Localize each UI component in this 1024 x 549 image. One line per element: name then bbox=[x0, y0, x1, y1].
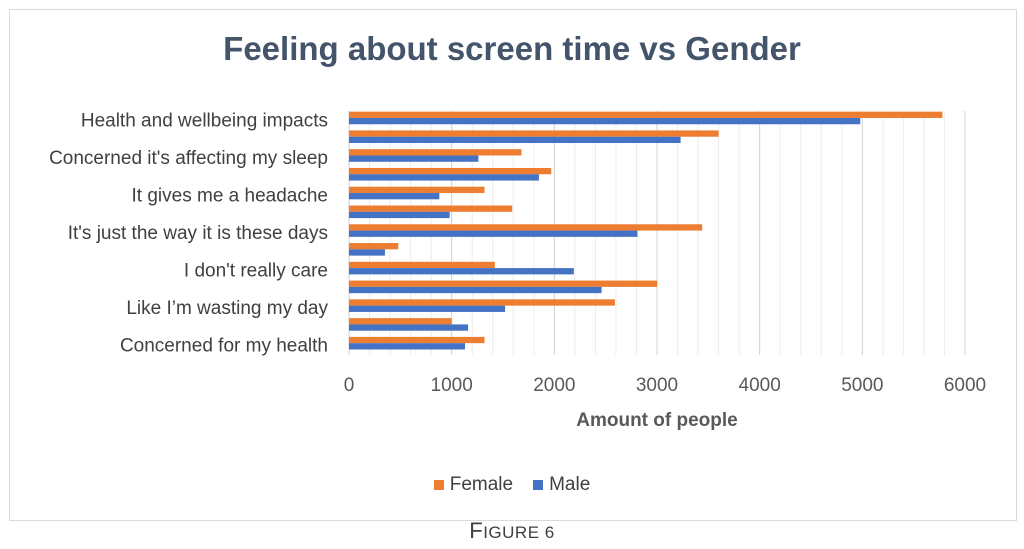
legend: Female Male bbox=[0, 474, 1024, 496]
bar-female bbox=[349, 149, 522, 156]
bar-female bbox=[349, 186, 485, 194]
bar-female bbox=[349, 205, 513, 212]
bar-male bbox=[349, 343, 466, 350]
bar-female bbox=[349, 167, 552, 175]
legend-label: Female bbox=[449, 474, 514, 495]
x-tick-label: 4000 bbox=[739, 375, 781, 396]
bar-male bbox=[349, 324, 469, 331]
x-tick-label: 2000 bbox=[533, 375, 575, 396]
legend-label: Male bbox=[549, 474, 591, 495]
bar-female bbox=[349, 336, 485, 344]
legend-item-male: Male bbox=[533, 474, 590, 496]
x-tick-label: 1000 bbox=[431, 375, 473, 396]
bars bbox=[349, 111, 943, 350]
bar-male bbox=[349, 155, 479, 162]
x-tick-labels: 0 1000 2000 3000 4000 5000 6000 bbox=[344, 375, 986, 396]
legend-swatch bbox=[533, 480, 544, 490]
bar-male bbox=[349, 211, 450, 219]
bar-female bbox=[349, 243, 399, 250]
category-label: Like I’m wasting my day bbox=[126, 298, 328, 319]
x-tick-label: 0 bbox=[344, 375, 355, 396]
category-label: I don't really care bbox=[184, 261, 328, 282]
x-tick-label: 5000 bbox=[841, 375, 883, 396]
legend-swatch bbox=[433, 480, 444, 490]
category-label: Health and wellbeing impacts bbox=[81, 110, 328, 131]
bar-male bbox=[349, 193, 440, 200]
bar-female bbox=[349, 130, 719, 137]
category-label: Concerned it's affecting my sleep bbox=[49, 148, 328, 169]
bar-male bbox=[349, 230, 638, 237]
x-tick-label: 6000 bbox=[944, 375, 986, 396]
category-labels: Health and wellbeing impacts Concerned it… bbox=[49, 110, 328, 356]
bar-male bbox=[349, 286, 602, 294]
bar-male bbox=[349, 174, 539, 181]
category-label: Concerned for my health bbox=[120, 336, 328, 357]
chart-title: Feeling about screen time vs Gender bbox=[223, 30, 801, 67]
bar-male bbox=[349, 117, 861, 125]
x-axis-title: Amount of people bbox=[576, 410, 737, 431]
category-label: It's just the way it is these days bbox=[68, 223, 328, 244]
bar-female bbox=[349, 280, 657, 287]
bar-male bbox=[349, 305, 506, 312]
legend-item-female: Female bbox=[433, 474, 514, 496]
bar-male bbox=[349, 268, 574, 275]
bar-female bbox=[349, 299, 615, 306]
bar-female bbox=[349, 318, 452, 325]
bar-male bbox=[349, 249, 385, 256]
bar-female bbox=[349, 261, 495, 269]
bar-male bbox=[349, 136, 681, 144]
bar-female bbox=[349, 111, 943, 118]
x-tick-label: 3000 bbox=[636, 375, 678, 396]
category-label: It gives me a headache bbox=[132, 185, 328, 206]
figure-caption: FIGURE 6 bbox=[469, 518, 555, 543]
bar-female bbox=[349, 224, 703, 231]
